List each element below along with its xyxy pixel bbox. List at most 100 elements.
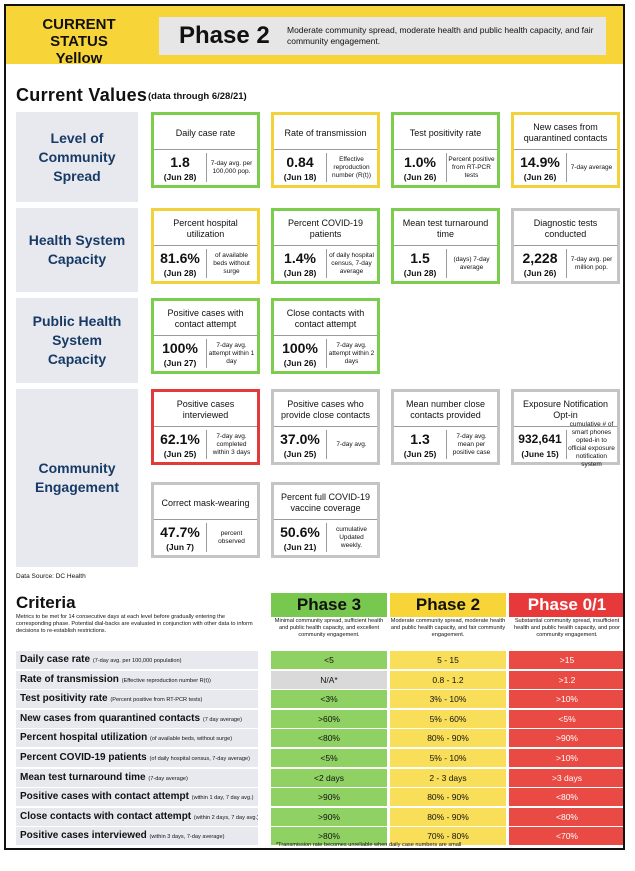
status-header: CURRENT STATUS Yellow Phase 2 Moderate c… bbox=[6, 6, 623, 67]
criteria-cell-phase2: 3% - 10% bbox=[390, 690, 506, 709]
metric-value: 0.84 bbox=[286, 154, 314, 170]
phase-description: Moderate community spread, moderate heal… bbox=[287, 25, 594, 46]
criteria-cell-phase01: >10% bbox=[509, 690, 623, 709]
metric-divider bbox=[326, 153, 327, 182]
metric-body: 0.84 (Jun 18) Effective reproduction numbe… bbox=[274, 149, 377, 185]
criteria-row: Rate of transmission (Effective reproduc… bbox=[16, 670, 258, 689]
criteria-qualifier: (of daily hospital census, 7-day average… bbox=[149, 756, 250, 762]
metric-card: Mean number close contacts provided 1.3 (J… bbox=[391, 389, 500, 465]
status-line-1: CURRENT STATUS bbox=[42, 16, 116, 50]
criteria-cell-phase01: >15 bbox=[509, 651, 623, 669]
metric-note: cumulative Updated weekly. bbox=[335, 525, 368, 549]
metric-note: 7-day avg. completed within 3 days bbox=[212, 432, 251, 456]
metric-card: New cases from quarantined contacts 14.9%… bbox=[511, 112, 620, 188]
metric-body: 50.6% (Jun 21) cumulative Updated weekly. bbox=[274, 519, 377, 555]
criteria-cell-phase3: <5 bbox=[271, 651, 387, 669]
current-phase: Phase 2 bbox=[179, 22, 270, 49]
transmission-footnote: *Transmission rate becomes unreliable wh… bbox=[276, 842, 462, 848]
criteria-cell-phase3: >90% bbox=[271, 807, 387, 826]
metric-note: 7-day avg. attempt within 1 day bbox=[208, 341, 255, 365]
metric-title: New cases from quarantined contacts bbox=[523, 122, 608, 143]
metric-divider bbox=[566, 249, 567, 278]
metric-title: Positive cases interviewed bbox=[176, 399, 235, 420]
criteria-qualifier: (7-day avg. per 100,000 population) bbox=[92, 658, 182, 664]
metric-value: 1.3 bbox=[410, 431, 430, 447]
criteria-cell-phase2: 80% - 90% bbox=[390, 788, 506, 807]
criteria-description: Metrics to be met for 14 consecutive day… bbox=[16, 614, 253, 634]
metric-note: percent observed bbox=[218, 529, 245, 545]
criteria-qualifier: (7 day average) bbox=[202, 716, 243, 723]
criteria-cell-phase01: >1.2 bbox=[509, 670, 623, 689]
criteria-cell-phase2: 80% - 90% bbox=[390, 729, 506, 748]
criteria-qualifier: (Effective reproduction number R(t)) bbox=[121, 677, 211, 684]
data-source: Data Source: DC Health bbox=[16, 573, 86, 580]
metric-divider bbox=[446, 153, 447, 182]
metric-body: 1.8 (Jun 28) 7-day avg. per 100,000 pop. bbox=[154, 149, 257, 185]
metric-title: Close contacts with contact attempt bbox=[286, 308, 365, 329]
phase3-header: Phase 3 bbox=[271, 593, 387, 617]
row-label-public-health: Public Health System Capacity bbox=[16, 298, 138, 383]
metric-note: Effective reproduction number (R(t)) bbox=[331, 155, 371, 179]
criteria-row: Positive cases with contact attempt (wit… bbox=[16, 788, 258, 807]
criteria-metric: New cases from quarantined contacts bbox=[20, 712, 201, 724]
criteria-cell-phase3: <80% bbox=[271, 729, 387, 748]
criteria-cell-phase3: <3% bbox=[271, 690, 387, 709]
criteria-qualifier: (within 1 day, 7 day avg.) bbox=[191, 795, 254, 802]
phase3-description: Minimal community spread, sufficient hea… bbox=[274, 618, 384, 638]
criteria-cell-phase01: >3 days bbox=[509, 768, 623, 787]
metric-title: Mean test turnaround time bbox=[402, 218, 489, 239]
metric-body: 47.7% (Jun 7) percent observed bbox=[154, 519, 257, 555]
metric-value: 14.9% bbox=[520, 154, 560, 170]
metric-divider bbox=[566, 153, 567, 182]
criteria-cell-phase01: <70% bbox=[509, 827, 623, 846]
metric-divider bbox=[326, 430, 327, 459]
criteria-metric: Percent COVID-19 patients bbox=[20, 752, 147, 763]
metric-card: Positive cases who provide close contact… bbox=[271, 389, 380, 465]
row-label-health-system: Health System Capacity bbox=[16, 208, 138, 292]
metric-card: Rate of transmission 0.84 (Jun 18) Effectiv… bbox=[271, 112, 380, 188]
criteria-row: New cases from quarantined contacts (7 d… bbox=[16, 709, 258, 728]
metric-body: 62.1% (Jun 25) 7-day avg. completed within… bbox=[154, 426, 257, 462]
metric-value: 100% bbox=[162, 340, 198, 356]
criteria-metric: Mean test turnaround time bbox=[20, 771, 146, 783]
row-label-community-spread: Level of Community Spread bbox=[16, 112, 138, 202]
metric-divider bbox=[446, 249, 447, 278]
metric-title: Diagnostic tests conducted bbox=[533, 218, 598, 239]
metric-divider bbox=[206, 153, 207, 182]
criteria-metric: Percent hospital utilization bbox=[20, 732, 148, 744]
metric-date: (Jun 28) bbox=[283, 268, 317, 278]
metric-body: 2,228 (Jun 26) 7-day avg. per million pop. bbox=[514, 245, 617, 281]
metric-note: 7-day average bbox=[570, 163, 613, 171]
criteria-metric: Positive cases with contact attempt bbox=[20, 791, 189, 803]
metric-date: (Jun 26) bbox=[523, 172, 557, 182]
metric-divider bbox=[206, 339, 207, 368]
metric-date: (Jun 25) bbox=[403, 449, 437, 459]
metric-card: Close contacts with contact attempt 100% (… bbox=[271, 298, 380, 374]
criteria-cell-phase2: 2 - 3 days bbox=[390, 768, 506, 787]
metric-body: 100% (Jun 27) 7-day avg. attempt within 1 … bbox=[154, 335, 257, 371]
metric-date: (Jun 25) bbox=[283, 449, 317, 459]
criteria-cell-phase3: >90% bbox=[271, 788, 387, 807]
metric-title: Percent hospital utilization bbox=[173, 218, 238, 239]
metric-divider bbox=[206, 430, 207, 459]
criteria-cell-phase01: <80% bbox=[509, 807, 623, 826]
criteria-cell-phase2: 5% - 10% bbox=[390, 749, 506, 767]
metric-body: 1.0% (Jun 26) Percent positive from RT-PCR… bbox=[394, 149, 497, 185]
metric-value: 62.1% bbox=[160, 431, 200, 447]
criteria-qualifier: (Percent positive from RT-PCR tests) bbox=[110, 697, 203, 704]
criteria-cell-phase01: <80% bbox=[509, 788, 623, 807]
metric-body: 1.4% (Jun 28) of daily hospital census, 7-… bbox=[274, 245, 377, 281]
current-values-title: Current Values bbox=[16, 85, 148, 105]
metric-body: 1.3 (Jun 25) 7-day avg. mean per positive … bbox=[394, 426, 497, 462]
metric-title: Correct mask-wearing bbox=[161, 497, 250, 508]
metric-value: 100% bbox=[282, 340, 318, 356]
metric-date: (Jun 28) bbox=[163, 268, 197, 278]
criteria-row: Daily case rate (7-day avg. per 100,000 … bbox=[16, 651, 258, 669]
criteria-row: Close contacts with contact attempt (wit… bbox=[16, 807, 258, 826]
phase2-description: Moderate community spread, moderate heal… bbox=[390, 618, 506, 638]
criteria-cell-phase3: >80% bbox=[271, 827, 387, 846]
criteria-cell-phase01: >90% bbox=[509, 729, 623, 748]
criteria-cell-phase2: 80% - 90% bbox=[390, 807, 506, 826]
metric-body: 1.5 (Jun 28) (days) 7-day average bbox=[394, 245, 497, 281]
criteria-metric: Daily case rate bbox=[20, 654, 91, 665]
